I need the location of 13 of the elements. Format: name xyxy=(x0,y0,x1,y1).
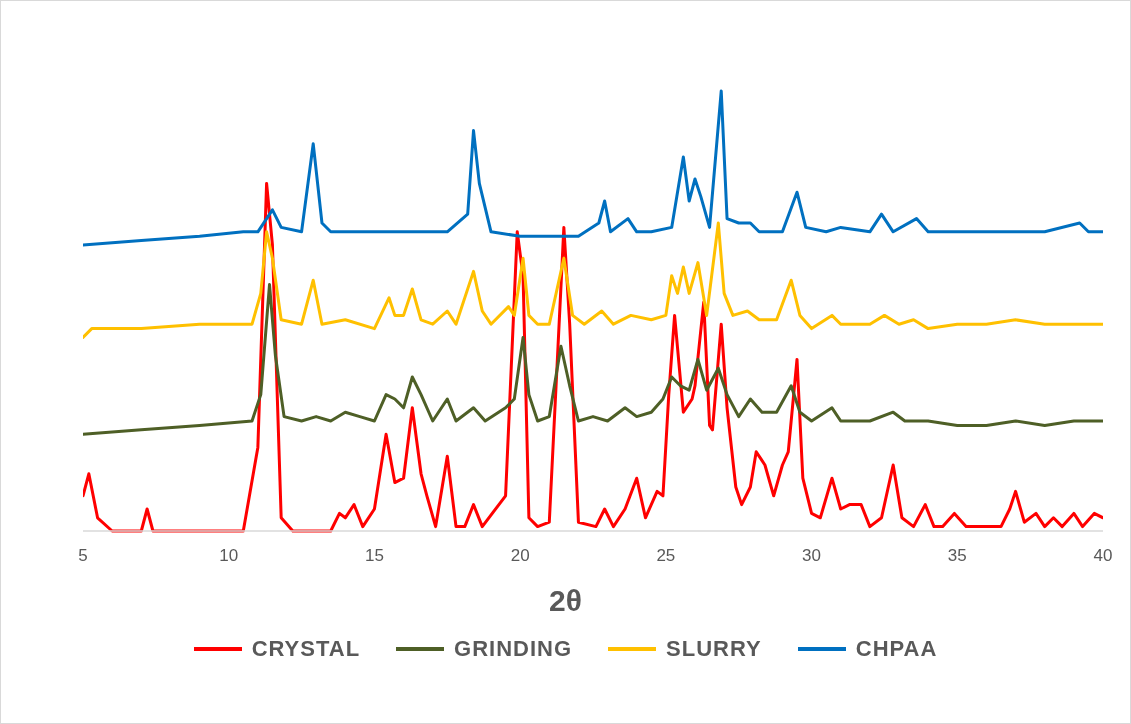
legend-label: SLURRY xyxy=(666,636,762,662)
x-tick-label: 40 xyxy=(1093,546,1113,566)
x-tick-label: 5 xyxy=(78,546,88,566)
x-tick-label: 20 xyxy=(510,546,530,566)
legend-label: GRINDING xyxy=(454,636,573,662)
x-axis-title: 2θ xyxy=(548,584,583,618)
x-tick-label: 10 xyxy=(219,546,239,566)
x-tick-label: 35 xyxy=(947,546,967,566)
legend-label: CRYSTAL xyxy=(251,636,361,662)
legend-label: CHPAA xyxy=(855,636,938,662)
x-tick-label: 15 xyxy=(364,546,384,566)
x-tick-label: 25 xyxy=(656,546,676,566)
x-tick-label: 30 xyxy=(802,546,822,566)
